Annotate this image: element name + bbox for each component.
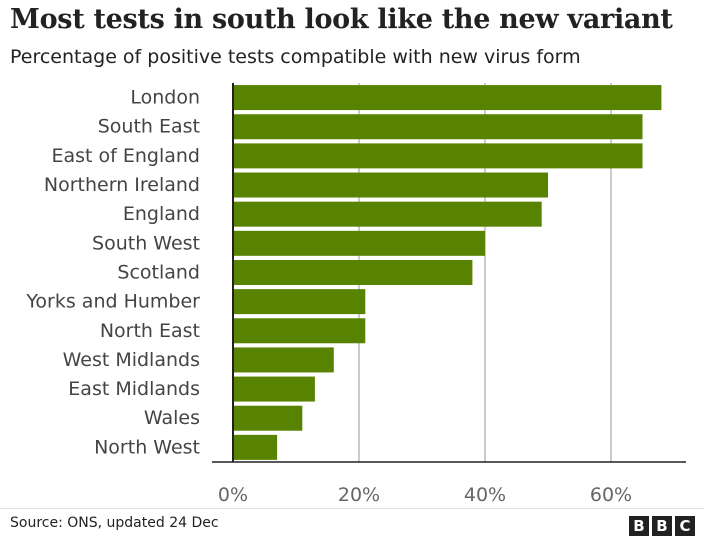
logo-letter-b1: B (629, 516, 649, 536)
x-tick-label: 0% (218, 484, 248, 506)
bar (233, 289, 366, 315)
bar (233, 172, 548, 198)
bar (233, 347, 334, 373)
bar (233, 259, 473, 285)
chart-title: Most tests in south look like the new va… (10, 4, 673, 35)
category-label: London (130, 87, 200, 109)
bar-chart: London South East East of England Northern … (25, 83, 686, 506)
bar (233, 405, 303, 431)
x-tick-labels: 0% 20% 40% 60% (218, 484, 632, 506)
bars (233, 85, 662, 460)
chart-subtitle: Percentage of positive tests compatible … (10, 46, 581, 68)
bar (233, 318, 366, 344)
category-label: West Midlands (63, 349, 200, 371)
category-label: Northern Ireland (44, 174, 200, 196)
category-label: South West (92, 232, 200, 254)
bar (233, 85, 662, 111)
category-labels: London South East East of England Northern … (25, 87, 200, 459)
bbc-logo: B B C (629, 516, 695, 536)
source-note: Source: ONS, updated 24 Dec (10, 515, 219, 531)
x-tick-label: 20% (338, 484, 380, 506)
footer: Source: ONS, updated 24 Dec B B C (0, 508, 704, 539)
bar (233, 434, 278, 460)
category-label: Yorks and Humber (25, 291, 200, 313)
bar (233, 201, 542, 227)
category-label: North West (94, 436, 200, 458)
category-label: England (123, 203, 200, 225)
category-label: Wales (144, 407, 200, 429)
category-label: South East (98, 116, 200, 138)
bar (233, 143, 643, 169)
bar (233, 114, 643, 140)
logo-letter-c: C (675, 516, 695, 536)
x-tick-label: 40% (464, 484, 506, 506)
x-tick-label: 60% (590, 484, 632, 506)
category-label: East of England (51, 145, 200, 167)
category-label: North East (100, 320, 200, 342)
category-label: Scotland (117, 261, 200, 283)
logo-letter-b2: B (652, 516, 672, 536)
bar (233, 376, 315, 402)
category-label: East Midlands (68, 378, 200, 400)
bar (233, 230, 485, 256)
